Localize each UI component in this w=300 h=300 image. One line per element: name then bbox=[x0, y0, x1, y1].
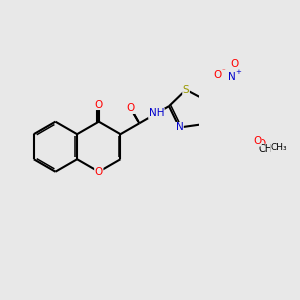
Text: ⁻: ⁻ bbox=[222, 69, 226, 75]
Text: O: O bbox=[127, 103, 135, 113]
Text: NH: NH bbox=[149, 108, 164, 118]
Text: O: O bbox=[214, 70, 222, 80]
Text: N: N bbox=[228, 72, 236, 82]
Text: O: O bbox=[230, 59, 238, 69]
Text: CH₃: CH₃ bbox=[258, 144, 277, 154]
Text: +: + bbox=[236, 69, 242, 75]
Text: O: O bbox=[253, 136, 261, 146]
Text: O: O bbox=[257, 139, 266, 149]
Text: CH₃: CH₃ bbox=[271, 143, 287, 152]
Text: S: S bbox=[183, 85, 189, 95]
Text: N: N bbox=[176, 122, 183, 133]
Text: O: O bbox=[95, 100, 103, 110]
Text: O: O bbox=[95, 167, 103, 177]
